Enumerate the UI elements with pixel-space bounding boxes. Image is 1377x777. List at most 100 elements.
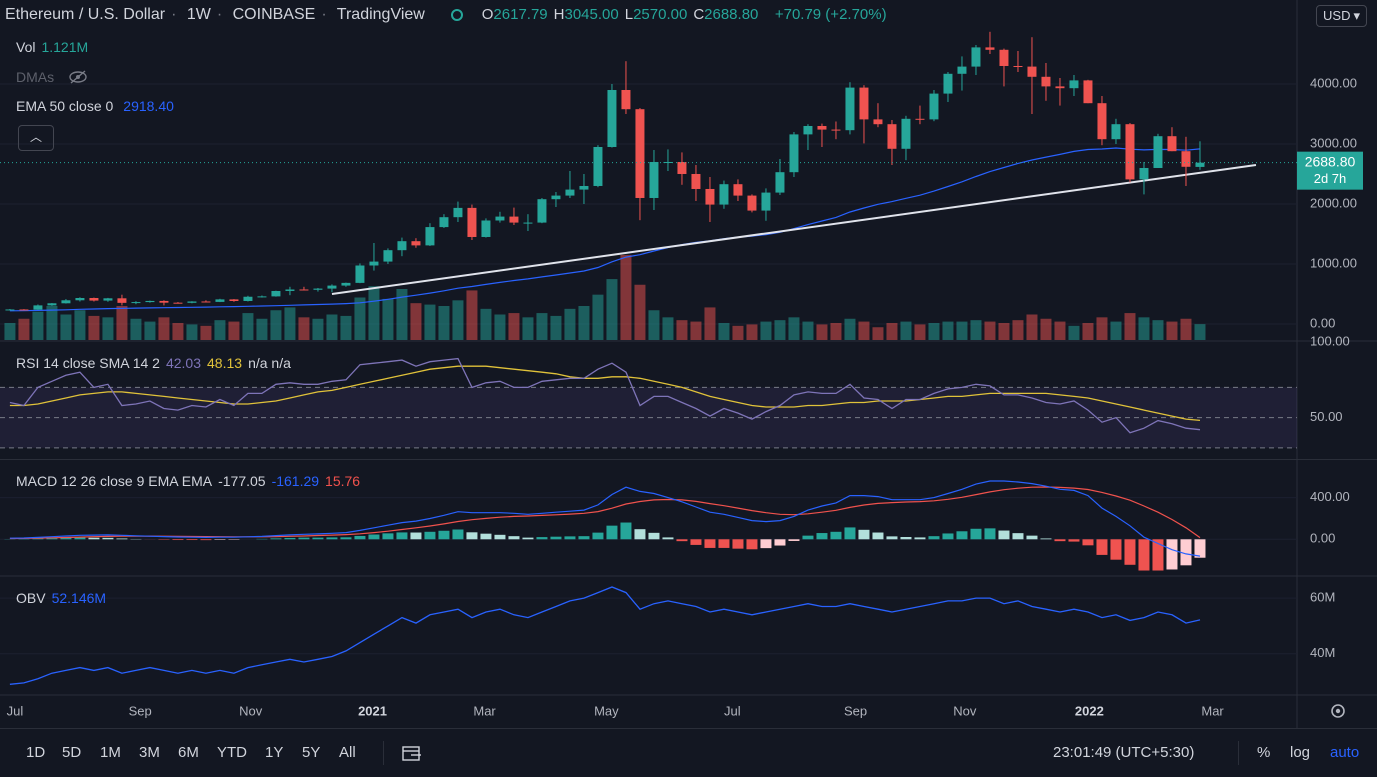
volume-bar (354, 297, 366, 340)
range-button[interactable]: 3M (139, 744, 160, 761)
volume-bar (340, 315, 352, 340)
candle-body (89, 298, 99, 301)
settings-icon[interactable] (1331, 704, 1345, 718)
range-button[interactable]: 5Y (302, 744, 321, 761)
signal-value: 15.76 (325, 473, 361, 489)
candle-body (537, 199, 547, 223)
macd-hist-bar (956, 531, 968, 540)
candle-body (117, 298, 127, 303)
candle-body (439, 217, 449, 228)
volume-bar (956, 321, 968, 340)
volume-bar (480, 308, 492, 340)
volume-bar (998, 323, 1010, 340)
candle-body (817, 125, 827, 130)
macd-hist-bar (704, 539, 716, 548)
divider (1238, 741, 1239, 765)
candle-body (607, 89, 617, 147)
y-tick-label: 50.00 (1310, 409, 1343, 424)
candle-body (705, 188, 715, 205)
macd-hist-bar (1040, 538, 1052, 540)
candle-body (565, 189, 575, 196)
date-range-icon[interactable] (401, 743, 423, 763)
trendline (331, 163, 1257, 295)
candle-body (915, 118, 925, 120)
macd-hist-bar (1096, 539, 1108, 555)
volume-bar (1054, 321, 1066, 340)
range-button[interactable]: 6M (178, 744, 199, 761)
range-button[interactable]: 1D (26, 744, 46, 761)
candle-body (33, 305, 43, 310)
candle-body (929, 93, 939, 120)
log-toggle[interactable]: log (1290, 744, 1311, 761)
x-tick-label: May (594, 703, 619, 718)
volume-bar (88, 315, 100, 340)
volume-bar (130, 318, 142, 340)
macd-hist-bar (1166, 539, 1178, 570)
y-tick-label: 0.00 (1310, 315, 1335, 330)
volume-bar (18, 318, 30, 340)
currency-button[interactable]: USD ▾ (1316, 5, 1367, 27)
volume-bar (606, 279, 618, 340)
rsi-sma-value: 48.13 (207, 355, 243, 371)
volume-bar (620, 255, 632, 340)
range-button[interactable]: 5D (62, 744, 82, 761)
candle-body (369, 261, 379, 266)
volume-bar (158, 317, 170, 340)
y-tick-label: 40M (1310, 645, 1335, 660)
candle-body (719, 184, 729, 205)
x-tick-label: 2021 (358, 703, 387, 718)
candle-body (1055, 86, 1065, 89)
source: TradingView (336, 6, 425, 23)
volume-bar (536, 313, 548, 340)
candle-body (1125, 124, 1135, 180)
macd-hist-bar (676, 539, 688, 542)
range-button[interactable]: 1M (100, 744, 121, 761)
divider (383, 741, 384, 765)
macd-hist-bar (354, 535, 366, 540)
currency: USD (1323, 8, 1351, 23)
volume-bar (424, 304, 436, 340)
candle-body (1013, 65, 1023, 67)
macd-hist-bar (340, 537, 352, 540)
auto-toggle[interactable]: auto (1330, 744, 1360, 761)
range-button[interactable]: All (339, 744, 356, 761)
candle-body (1069, 80, 1079, 89)
volume-bar (214, 320, 226, 340)
range-button[interactable]: YTD (217, 744, 247, 761)
interval: 1W (186, 6, 211, 23)
macd-hist-bar (1194, 539, 1206, 558)
market-status[interactable] (451, 9, 464, 21)
macd-hist-bar (368, 534, 380, 540)
candle-body (901, 118, 911, 149)
percent-toggle[interactable]: % (1257, 744, 1271, 761)
volume-bar (46, 306, 58, 340)
volume-bar (494, 314, 506, 340)
candle-body (215, 299, 225, 302)
candle-body (733, 184, 743, 196)
collapse-button[interactable]: ︿ (18, 125, 54, 151)
candle-body (425, 227, 435, 246)
volume-bar (760, 321, 772, 340)
clock[interactable]: 23:01:49 (UTC+5:30) (1053, 744, 1195, 761)
volume-bar (256, 318, 268, 340)
macd-hist-bar (1152, 539, 1164, 571)
y-tick-label: 0.00 (1310, 531, 1335, 546)
macd-hist-bar (396, 532, 408, 540)
candle-body (495, 216, 505, 221)
volume-bar (564, 308, 576, 340)
range-button[interactable]: 1Y (265, 744, 284, 761)
volume-bar (298, 317, 310, 340)
volume-bar (1082, 323, 1094, 340)
candle-body (355, 265, 365, 283)
volume-bar (844, 318, 856, 340)
volume-bar (60, 314, 72, 340)
x-tick-label: 2022 (1075, 703, 1104, 718)
volume-bar (928, 323, 940, 340)
candle-body (803, 125, 813, 135)
volume-bar (1124, 313, 1136, 340)
macd-hist-bar (1012, 533, 1024, 540)
volume-bar (984, 321, 996, 340)
hidden-icon[interactable] (68, 70, 88, 84)
macd-hist-bar (46, 538, 58, 540)
volume-bar (1026, 314, 1038, 340)
